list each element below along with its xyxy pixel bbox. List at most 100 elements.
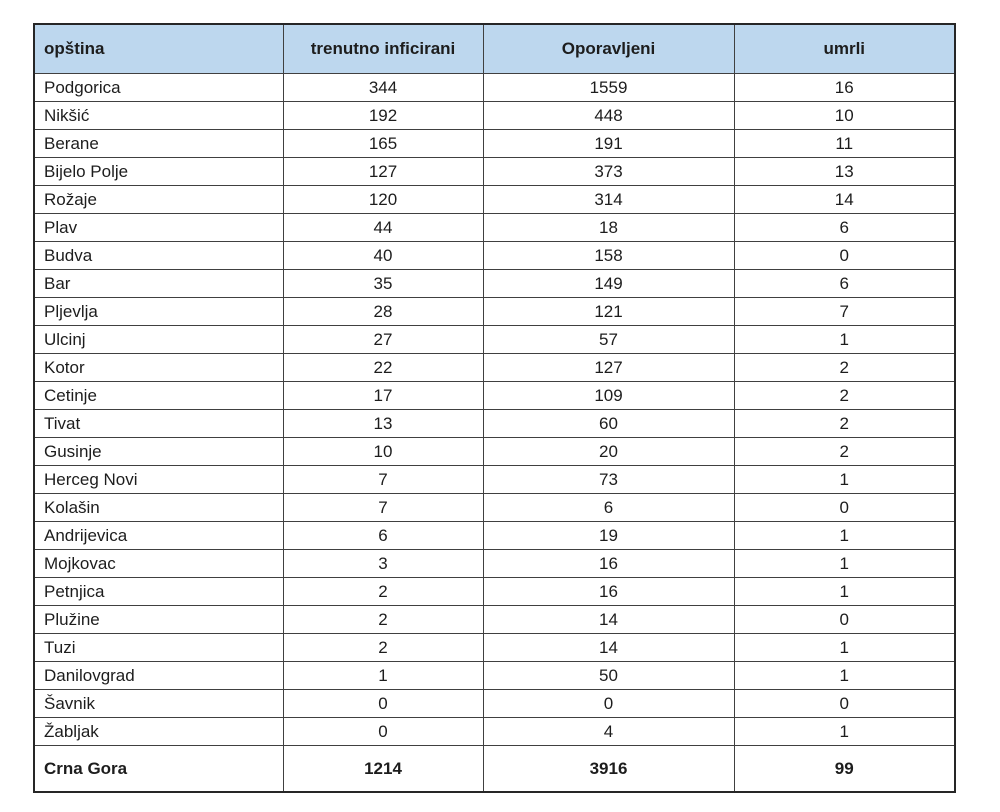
cell-value: 127 <box>482 353 735 382</box>
table-row: Tivat 13 60 2 <box>33 409 956 438</box>
table-row: Herceg Novi 7 73 1 <box>33 465 956 494</box>
table-body: Podgorica 344 1559 16 Nikšić 192 448 10 Berane 16… <box>33 73 956 746</box>
cell-value: 165 <box>282 129 484 158</box>
cell-value: 6 <box>482 493 735 522</box>
cell-value: 16 <box>733 73 956 102</box>
cell-value: 16 <box>482 577 735 606</box>
cell-value: 73 <box>482 465 735 494</box>
table-row: Nikšić 192 448 10 <box>33 101 956 130</box>
cell-value: 0 <box>282 717 484 746</box>
cell-value: 1559 <box>482 73 735 102</box>
cell-value: 0 <box>733 605 956 634</box>
table-row: Gusinje 10 20 2 <box>33 437 956 466</box>
table-row: Rožaje 120 314 14 <box>33 185 956 214</box>
cell-municipality: Petnjica <box>33 577 284 606</box>
covid-municipality-table: opština trenutno inficirani Oporavljeni … <box>33 23 956 793</box>
cell-value: 35 <box>282 269 484 298</box>
cell-value: 0 <box>282 689 484 718</box>
table-row: Tuzi 2 14 1 <box>33 633 956 662</box>
cell-value: 192 <box>282 101 484 130</box>
cell-value: 448 <box>482 101 735 130</box>
cell-value: 4 <box>482 717 735 746</box>
cell-value: 17 <box>282 381 484 410</box>
table-row: Žabljak 0 4 1 <box>33 717 956 746</box>
column-header-trenutno-inficirani: trenutno inficirani <box>282 23 484 74</box>
cell-value: 149 <box>482 269 735 298</box>
cell-municipality: Cetinje <box>33 381 284 410</box>
total-umrli: 99 <box>733 745 956 793</box>
table-row: Plav 44 18 6 <box>33 213 956 242</box>
cell-value: 2 <box>733 409 956 438</box>
cell-value: 19 <box>482 521 735 550</box>
cell-value: 10 <box>282 437 484 466</box>
cell-value: 14 <box>482 605 735 634</box>
table-row: Šavnik 0 0 0 <box>33 689 956 718</box>
cell-value: 6 <box>733 213 956 242</box>
cell-value: 11 <box>733 129 956 158</box>
total-label: Crna Gora <box>33 745 284 793</box>
table-row: Petnjica 2 16 1 <box>33 577 956 606</box>
cell-municipality: Bijelo Polje <box>33 157 284 186</box>
cell-municipality: Šavnik <box>33 689 284 718</box>
cell-value: 13 <box>733 157 956 186</box>
cell-value: 7 <box>733 297 956 326</box>
cell-value: 127 <box>282 157 484 186</box>
cell-value: 44 <box>282 213 484 242</box>
cell-municipality: Žabljak <box>33 717 284 746</box>
cell-value: 1 <box>733 717 956 746</box>
cell-value: 1 <box>733 661 956 690</box>
total-row: Crna Gora 1214 3916 99 <box>33 745 956 793</box>
table-row: Podgorica 344 1559 16 <box>33 73 956 102</box>
cell-value: 60 <box>482 409 735 438</box>
table-row: Danilovgrad 1 50 1 <box>33 661 956 690</box>
cell-value: 22 <box>282 353 484 382</box>
cell-value: 1 <box>733 577 956 606</box>
cell-value: 2 <box>733 353 956 382</box>
cell-value: 13 <box>282 409 484 438</box>
cell-municipality: Pljevlja <box>33 297 284 326</box>
table-footer: Crna Gora 1214 3916 99 <box>33 745 956 793</box>
cell-value: 27 <box>282 325 484 354</box>
table-row: Mojkovac 3 16 1 <box>33 549 956 578</box>
cell-value: 7 <box>282 465 484 494</box>
cell-municipality: Plav <box>33 213 284 242</box>
cell-municipality: Tuzi <box>33 633 284 662</box>
table-header: opština trenutno inficirani Oporavljeni … <box>33 23 956 74</box>
cell-municipality: Nikšić <box>33 101 284 130</box>
cell-value: 28 <box>282 297 484 326</box>
table-row: Ulcinj 27 57 1 <box>33 325 956 354</box>
cell-municipality: Tivat <box>33 409 284 438</box>
cell-value: 191 <box>482 129 735 158</box>
cell-value: 1 <box>733 325 956 354</box>
table-row: Kolašin 7 6 0 <box>33 493 956 522</box>
table-row: Budva 40 158 0 <box>33 241 956 270</box>
cell-municipality: Kolašin <box>33 493 284 522</box>
cell-value: 0 <box>733 241 956 270</box>
cell-value: 7 <box>282 493 484 522</box>
cell-value: 3 <box>282 549 484 578</box>
cell-value: 158 <box>482 241 735 270</box>
cell-value: 16 <box>482 549 735 578</box>
cell-municipality: Mojkovac <box>33 549 284 578</box>
cell-municipality: Plužine <box>33 605 284 634</box>
cell-municipality: Kotor <box>33 353 284 382</box>
table-row: Plužine 2 14 0 <box>33 605 956 634</box>
cell-municipality: Budva <box>33 241 284 270</box>
table-row: Pljevlja 28 121 7 <box>33 297 956 326</box>
cell-value: 1 <box>733 465 956 494</box>
cell-value: 0 <box>733 493 956 522</box>
cell-value: 0 <box>733 689 956 718</box>
cell-value: 1 <box>282 661 484 690</box>
table-row: Bijelo Polje 127 373 13 <box>33 157 956 186</box>
table-row: Andrijevica 6 19 1 <box>33 521 956 550</box>
column-header-oporavljeni: Oporavljeni <box>482 23 735 74</box>
cell-value: 2 <box>733 381 956 410</box>
column-header-opstina: opština <box>33 23 284 74</box>
cell-value: 6 <box>733 269 956 298</box>
table-row: Bar 35 149 6 <box>33 269 956 298</box>
cell-value: 40 <box>282 241 484 270</box>
total-inficirani: 1214 <box>282 745 484 793</box>
cell-value: 0 <box>482 689 735 718</box>
cell-municipality: Gusinje <box>33 437 284 466</box>
header-row: opština trenutno inficirani Oporavljeni … <box>33 23 956 74</box>
